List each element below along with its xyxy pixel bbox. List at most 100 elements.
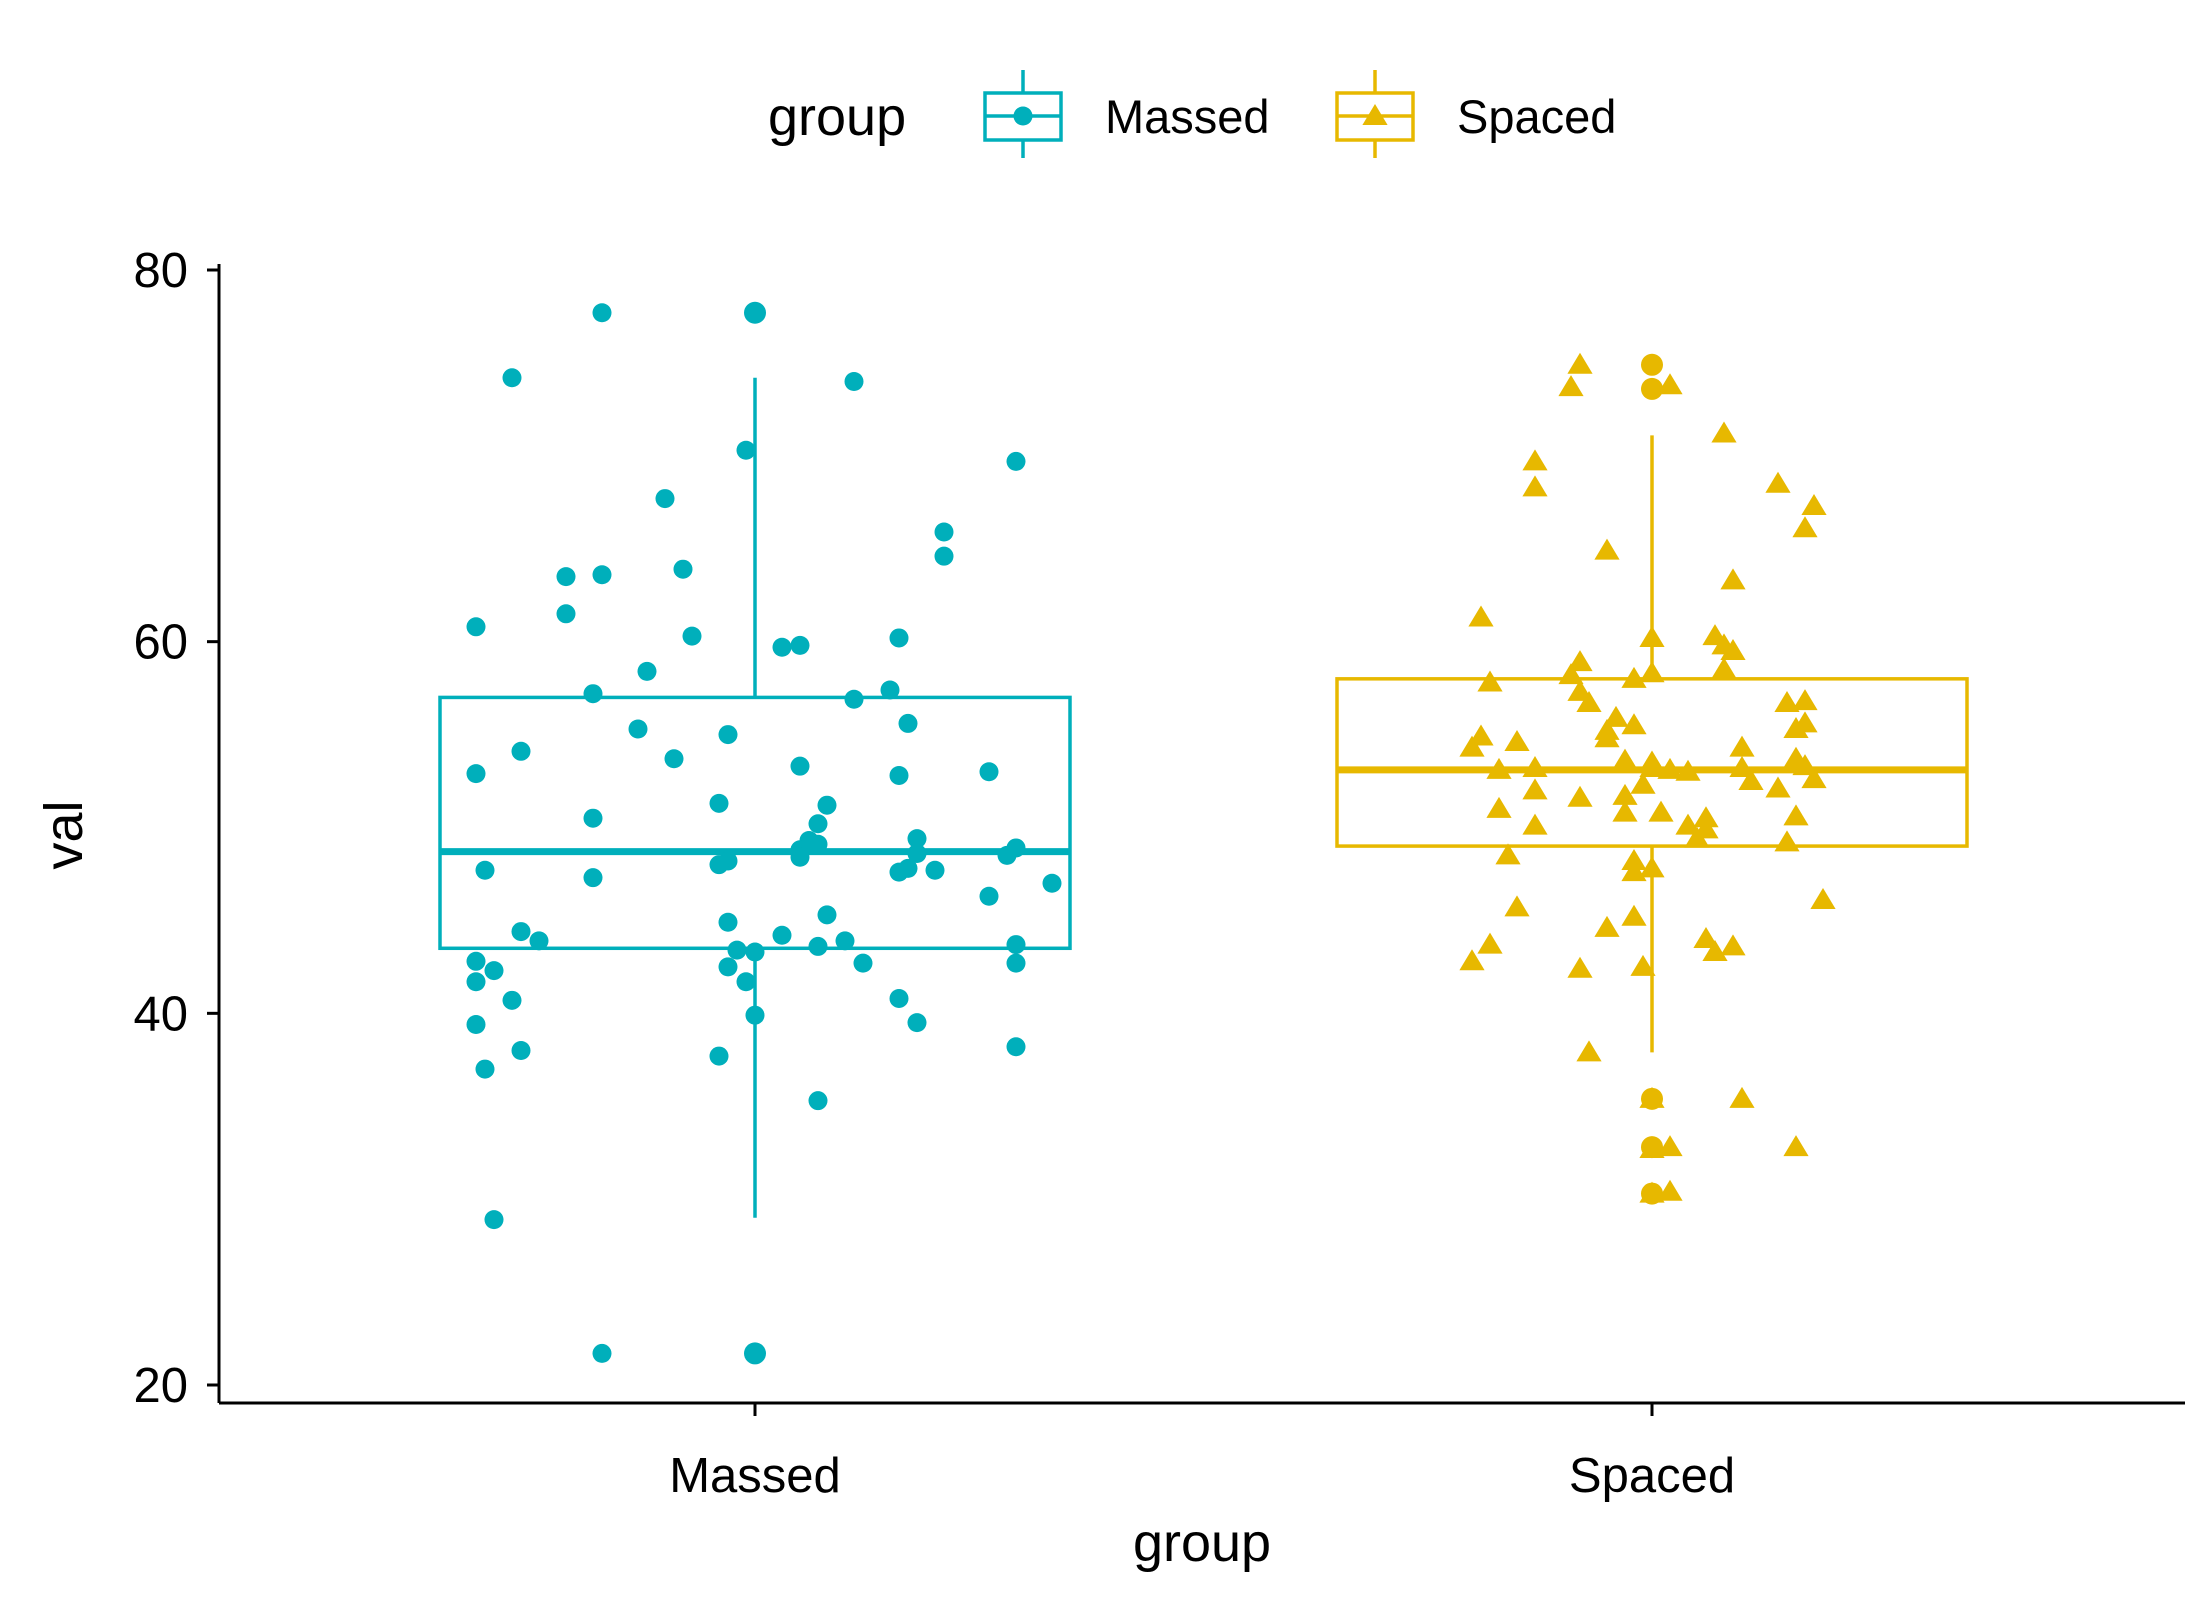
data-point	[502, 368, 522, 388]
data-point	[1558, 663, 1584, 685]
data-point	[907, 1013, 927, 1033]
data-point	[889, 628, 909, 648]
data-point	[889, 988, 909, 1008]
data-point	[835, 931, 855, 951]
data-point	[466, 617, 486, 637]
data-point	[1792, 689, 1818, 711]
legend-title: group	[768, 87, 906, 147]
data-point	[934, 546, 954, 566]
x-tick-label: Spaced	[1569, 1449, 1735, 1503]
data-point	[817, 905, 837, 925]
data-point	[1594, 726, 1620, 748]
data-point	[1504, 895, 1530, 917]
data-point	[664, 749, 684, 769]
data-point	[790, 847, 810, 867]
data-point	[1567, 650, 1593, 672]
data-point	[655, 489, 675, 509]
data-point	[925, 860, 945, 880]
data-point	[1594, 538, 1620, 560]
data-point	[808, 936, 828, 956]
points	[466, 301, 1836, 1365]
data-point	[1801, 494, 1827, 516]
data-point	[529, 931, 549, 951]
data-point	[484, 1210, 504, 1230]
data-point	[1729, 735, 1755, 757]
data-point	[1720, 934, 1746, 956]
data-point	[718, 725, 738, 745]
data-point	[511, 922, 531, 942]
legend-entries: Massed Spaced	[983, 70, 1616, 158]
legend-key-triangle-icon	[1362, 104, 1388, 125]
data-point	[772, 637, 792, 657]
data-point	[844, 372, 864, 391]
data-point	[709, 1046, 729, 1066]
data-point	[475, 860, 495, 880]
data-point	[1675, 759, 1701, 781]
data-point	[1621, 904, 1647, 926]
legend-entry-spaced: Spaced	[1335, 70, 1616, 158]
data-point	[808, 834, 828, 854]
y-axis-title: val	[34, 800, 94, 869]
data-point	[1486, 796, 1512, 818]
data-point	[808, 1091, 828, 1111]
data-point	[1006, 451, 1026, 471]
data-point	[772, 925, 792, 945]
y-ticks: 20 40 60 80	[133, 244, 219, 1413]
data-point	[736, 440, 756, 460]
data-point	[1693, 806, 1719, 828]
data-point	[844, 689, 864, 709]
data-point	[1486, 757, 1512, 779]
data-point	[979, 762, 999, 782]
data-point	[1729, 1086, 1755, 1108]
data-point	[745, 1343, 765, 1363]
data-point	[1576, 1040, 1602, 1062]
data-point	[1558, 375, 1584, 397]
data-point	[1477, 932, 1503, 954]
data-point	[1783, 1135, 1809, 1157]
y-tick-label: 40	[133, 987, 188, 1041]
data-point	[466, 972, 486, 992]
data-point	[466, 764, 486, 784]
data-point	[1459, 949, 1485, 971]
data-point	[1612, 748, 1638, 770]
data-point	[889, 862, 909, 882]
outlier-point	[1641, 353, 1663, 376]
data-point	[1639, 625, 1665, 647]
data-point	[1006, 953, 1026, 973]
box-spaced	[1335, 435, 1969, 1053]
data-point	[1495, 843, 1521, 865]
data-point	[853, 953, 873, 973]
data-point	[1648, 800, 1674, 822]
y-tick-label: 60	[133, 616, 188, 670]
data-point	[934, 522, 954, 542]
data-point	[1522, 449, 1548, 471]
data-point	[1729, 756, 1755, 778]
data-point	[997, 845, 1017, 865]
data-point	[1675, 813, 1701, 835]
data-point	[1630, 954, 1656, 976]
legend-entry-label: Spaced	[1457, 90, 1616, 143]
legend-key-circle-icon	[1013, 106, 1033, 126]
data-point	[1783, 804, 1809, 826]
data-point	[628, 719, 648, 739]
data-point	[1738, 769, 1764, 791]
data-point	[1006, 1037, 1026, 1057]
x-axis-title: group	[1133, 1513, 1271, 1573]
data-point	[1468, 605, 1494, 627]
data-point	[1630, 772, 1656, 794]
y-tick-label: 80	[133, 244, 188, 298]
data-point	[1522, 475, 1548, 497]
data-point	[1621, 713, 1647, 735]
data-point	[583, 684, 603, 704]
data-point	[880, 680, 900, 700]
data-point	[1603, 705, 1629, 727]
data-point	[511, 1041, 531, 1060]
data-point	[673, 559, 693, 579]
data-point	[745, 942, 765, 962]
data-point	[1567, 352, 1593, 374]
data-point	[511, 741, 531, 761]
data-point	[1792, 516, 1818, 538]
data-point	[1657, 1135, 1683, 1157]
data-point	[592, 1343, 612, 1363]
